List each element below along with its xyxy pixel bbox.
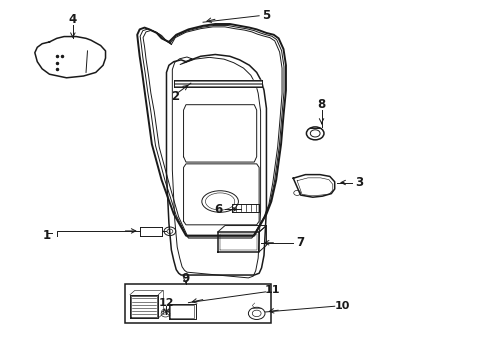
Text: 7: 7 [296, 236, 304, 249]
Text: 3: 3 [354, 176, 363, 189]
Text: 4: 4 [69, 13, 77, 26]
Text: 10: 10 [334, 301, 349, 311]
Text: 11: 11 [264, 285, 280, 296]
Bar [125, 284, 271, 323]
Text: 12: 12 [159, 298, 174, 309]
Text: 1: 1 [43, 229, 51, 242]
Text: 5: 5 [262, 9, 270, 22]
Text: 8: 8 [317, 98, 325, 111]
Text: 2: 2 [171, 90, 179, 103]
Text: 9: 9 [182, 272, 190, 285]
Text: 6: 6 [214, 203, 223, 216]
